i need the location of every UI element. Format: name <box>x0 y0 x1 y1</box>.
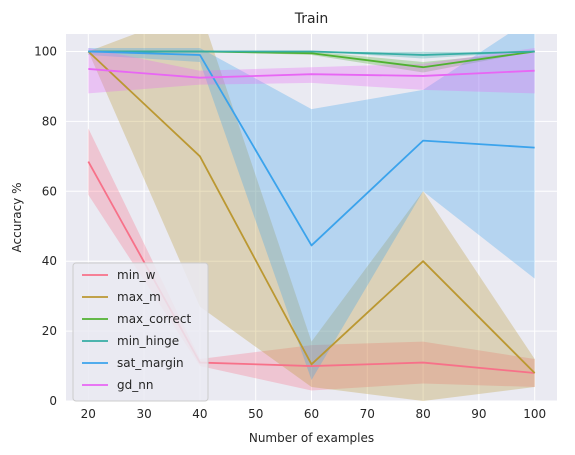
x-tick-label: 100 <box>523 407 546 421</box>
legend-label: gd_nn <box>117 378 153 392</box>
legend-label: min_w <box>117 268 156 282</box>
line-gd-nn <box>88 68 535 79</box>
y-tick-label: 100 <box>34 44 57 58</box>
y-tick-label: 60 <box>42 184 57 198</box>
y-tick-label: 20 <box>42 324 57 338</box>
x-tick-label: 50 <box>248 407 263 421</box>
x-tick-label: 30 <box>136 407 151 421</box>
line-max-m <box>87 50 536 374</box>
legend: min_w max_m max_correct min_hinge sat_margin… <box>72 262 209 402</box>
band-sat-margin <box>88 34 535 381</box>
band-min-w <box>88 128 535 391</box>
line-min-hinge <box>88 50 535 56</box>
x-tick-label: 90 <box>471 407 486 421</box>
line-sat-margin <box>88 50 535 247</box>
y-axis-label: Accuracy % <box>10 182 24 252</box>
band-min-hinge <box>88 51 535 59</box>
x-tick-label: 60 <box>304 407 319 421</box>
x-tick-label: 40 <box>192 407 207 421</box>
y-tick-label: 0 <box>49 394 57 408</box>
legend-label: max_m <box>117 290 161 304</box>
x-axis-label: Number of examples <box>249 431 374 445</box>
chart-title: Train <box>294 11 329 27</box>
legend-label: sat_margin <box>117 356 184 370</box>
legend-label: max_correct <box>117 312 191 326</box>
legend-label: min_hinge <box>117 334 179 348</box>
x-tick-label: 20 <box>81 407 96 421</box>
x-tick-label: 80 <box>415 407 430 421</box>
band-max-m <box>88 34 535 401</box>
tick-labels: 20 30 40 50 60 70 80 90 100 0 20 40 60 80 100 <box>34 44 546 421</box>
x-tick-label: 70 <box>360 407 375 421</box>
y-tick-label: 40 <box>42 254 57 268</box>
grid <box>66 34 557 402</box>
y-tick-label: 80 <box>42 114 57 128</box>
confidence-bands <box>88 34 535 401</box>
band-gd-nn <box>88 47 535 94</box>
